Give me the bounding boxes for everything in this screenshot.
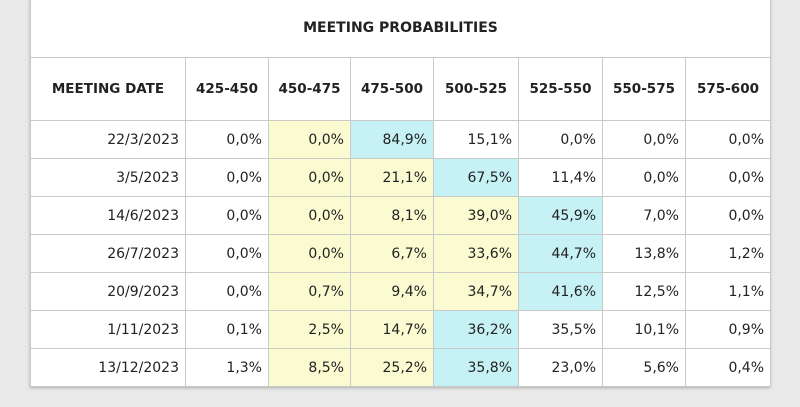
title-row: MEETING PROBABILITIES xyxy=(29,0,772,58)
probability-cell: 0,0% xyxy=(684,120,772,159)
probability-cell: 0,7% xyxy=(268,272,351,311)
column-header: 500-525 xyxy=(433,57,519,121)
probability-cell: 0,0% xyxy=(185,120,269,159)
probability-cell: 9,4% xyxy=(350,272,434,311)
header-row: MEETING DATE 425-450 450-475 475-500 500-525… xyxy=(30,57,772,121)
column-header: 575-600 xyxy=(684,57,772,121)
probability-cell: 0,0% xyxy=(185,272,269,311)
meeting-date: 14/6/2023 xyxy=(30,196,186,235)
probability-cell: 12,5% xyxy=(602,272,686,311)
probability-cell: 8,5% xyxy=(268,348,351,387)
probability-cell: 5,6% xyxy=(602,348,686,387)
column-header: 525-550 xyxy=(518,57,603,121)
probability-cell: 33,6% xyxy=(433,234,519,273)
probability-cell: 0,0% xyxy=(185,158,269,197)
probability-cell: 0,0% xyxy=(684,158,772,197)
column-header: MEETING DATE xyxy=(30,57,186,121)
probability-cell: 41,6% xyxy=(518,272,603,311)
probability-cell: 0,9% xyxy=(684,310,772,349)
probability-cell: 35,8% xyxy=(433,348,519,387)
probability-cell: 34,7% xyxy=(433,272,519,311)
probability-cell: 67,5% xyxy=(433,158,519,197)
table-row: 22/3/2023 0,0% 0,0% 84,9% 15,1% 0,0% 0,0% 0,0% xyxy=(30,120,772,159)
column-header: 425-450 xyxy=(185,57,269,121)
probability-cell: 35,5% xyxy=(518,310,603,349)
probability-cell: 0,0% xyxy=(268,158,351,197)
table-body: 22/3/2023 0,0% 0,0% 84,9% 15,1% 0,0% 0,0% 0,0% 3… xyxy=(30,120,772,387)
table-row: 1/11/2023 0,1% 2,5% 14,7% 36,2% 35,5% 10,1% 0,9… xyxy=(30,310,772,349)
probability-cell: 14,7% xyxy=(350,310,434,349)
probability-cell: 1,3% xyxy=(185,348,269,387)
probability-cell: 0,0% xyxy=(602,158,686,197)
table-row: 14/6/2023 0,0% 0,0% 8,1% 39,0% 45,9% 7,0% 0,0% xyxy=(30,196,772,235)
probability-cell: 6,7% xyxy=(350,234,434,273)
meeting-date: 20/9/2023 xyxy=(30,272,186,311)
meeting-date: 3/5/2023 xyxy=(30,158,186,197)
probability-cell: 25,2% xyxy=(350,348,434,387)
probability-cell: 7,0% xyxy=(602,196,686,235)
probability-cell: 0,0% xyxy=(518,120,603,159)
probability-cell: 10,1% xyxy=(602,310,686,349)
probability-cell: 21,1% xyxy=(350,158,434,197)
column-header: 475-500 xyxy=(350,57,434,121)
probability-cell: 13,8% xyxy=(602,234,686,273)
table-panel: MEETING PROBABILITIES MEETING DATE 425-45… xyxy=(29,0,772,387)
meeting-date: 22/3/2023 xyxy=(30,120,186,159)
meeting-date: 13/12/2023 xyxy=(30,348,186,387)
probability-cell: 2,5% xyxy=(268,310,351,349)
table-title: MEETING PROBABILITIES xyxy=(29,0,772,58)
probability-cell: 45,9% xyxy=(518,196,603,235)
probability-cell: 15,1% xyxy=(433,120,519,159)
probability-cell: 0,0% xyxy=(268,120,351,159)
probability-cell: 0,0% xyxy=(185,234,269,273)
meeting-date: 26/7/2023 xyxy=(30,234,186,273)
probability-cell: 84,9% xyxy=(350,120,434,159)
table-row: 26/7/2023 0,0% 0,0% 6,7% 33,6% 44,7% 13,8% 1,2% xyxy=(30,234,772,273)
table-row: 3/5/2023 0,0% 0,0% 21,1% 67,5% 11,4% 0,0% 0,0% xyxy=(30,158,772,197)
table-head: MEETING PROBABILITIES MEETING DATE 425-45… xyxy=(29,0,772,121)
table-row: 20/9/2023 0,0% 0,7% 9,4% 34,7% 41,6% 12,5% 1,1% xyxy=(30,272,772,311)
probability-cell: 0,0% xyxy=(185,196,269,235)
column-header: 450-475 xyxy=(268,57,351,121)
probability-cell: 23,0% xyxy=(518,348,603,387)
probability-cell: 39,0% xyxy=(433,196,519,235)
probability-cell: 0,4% xyxy=(684,348,772,387)
probability-cell: 0,0% xyxy=(268,196,351,235)
probability-cell: 0,0% xyxy=(602,120,686,159)
meeting-date: 1/11/2023 xyxy=(30,310,186,349)
probability-cell: 1,1% xyxy=(684,272,772,311)
probability-cell: 44,7% xyxy=(518,234,603,273)
probability-table: MEETING PROBABILITIES MEETING DATE 425-45… xyxy=(29,0,772,387)
probability-cell: 0,0% xyxy=(684,196,772,235)
probability-cell: 36,2% xyxy=(433,310,519,349)
probability-cell: 8,1% xyxy=(350,196,434,235)
probability-cell: 0,0% xyxy=(268,234,351,273)
probability-cell: 11,4% xyxy=(518,158,603,197)
column-header: 550-575 xyxy=(602,57,686,121)
table-row: 13/12/2023 1,3% 8,5% 25,2% 35,8% 23,0% 5,6% 0,4… xyxy=(30,348,772,387)
probability-cell: 0,1% xyxy=(185,310,269,349)
probability-cell: 1,2% xyxy=(684,234,772,273)
